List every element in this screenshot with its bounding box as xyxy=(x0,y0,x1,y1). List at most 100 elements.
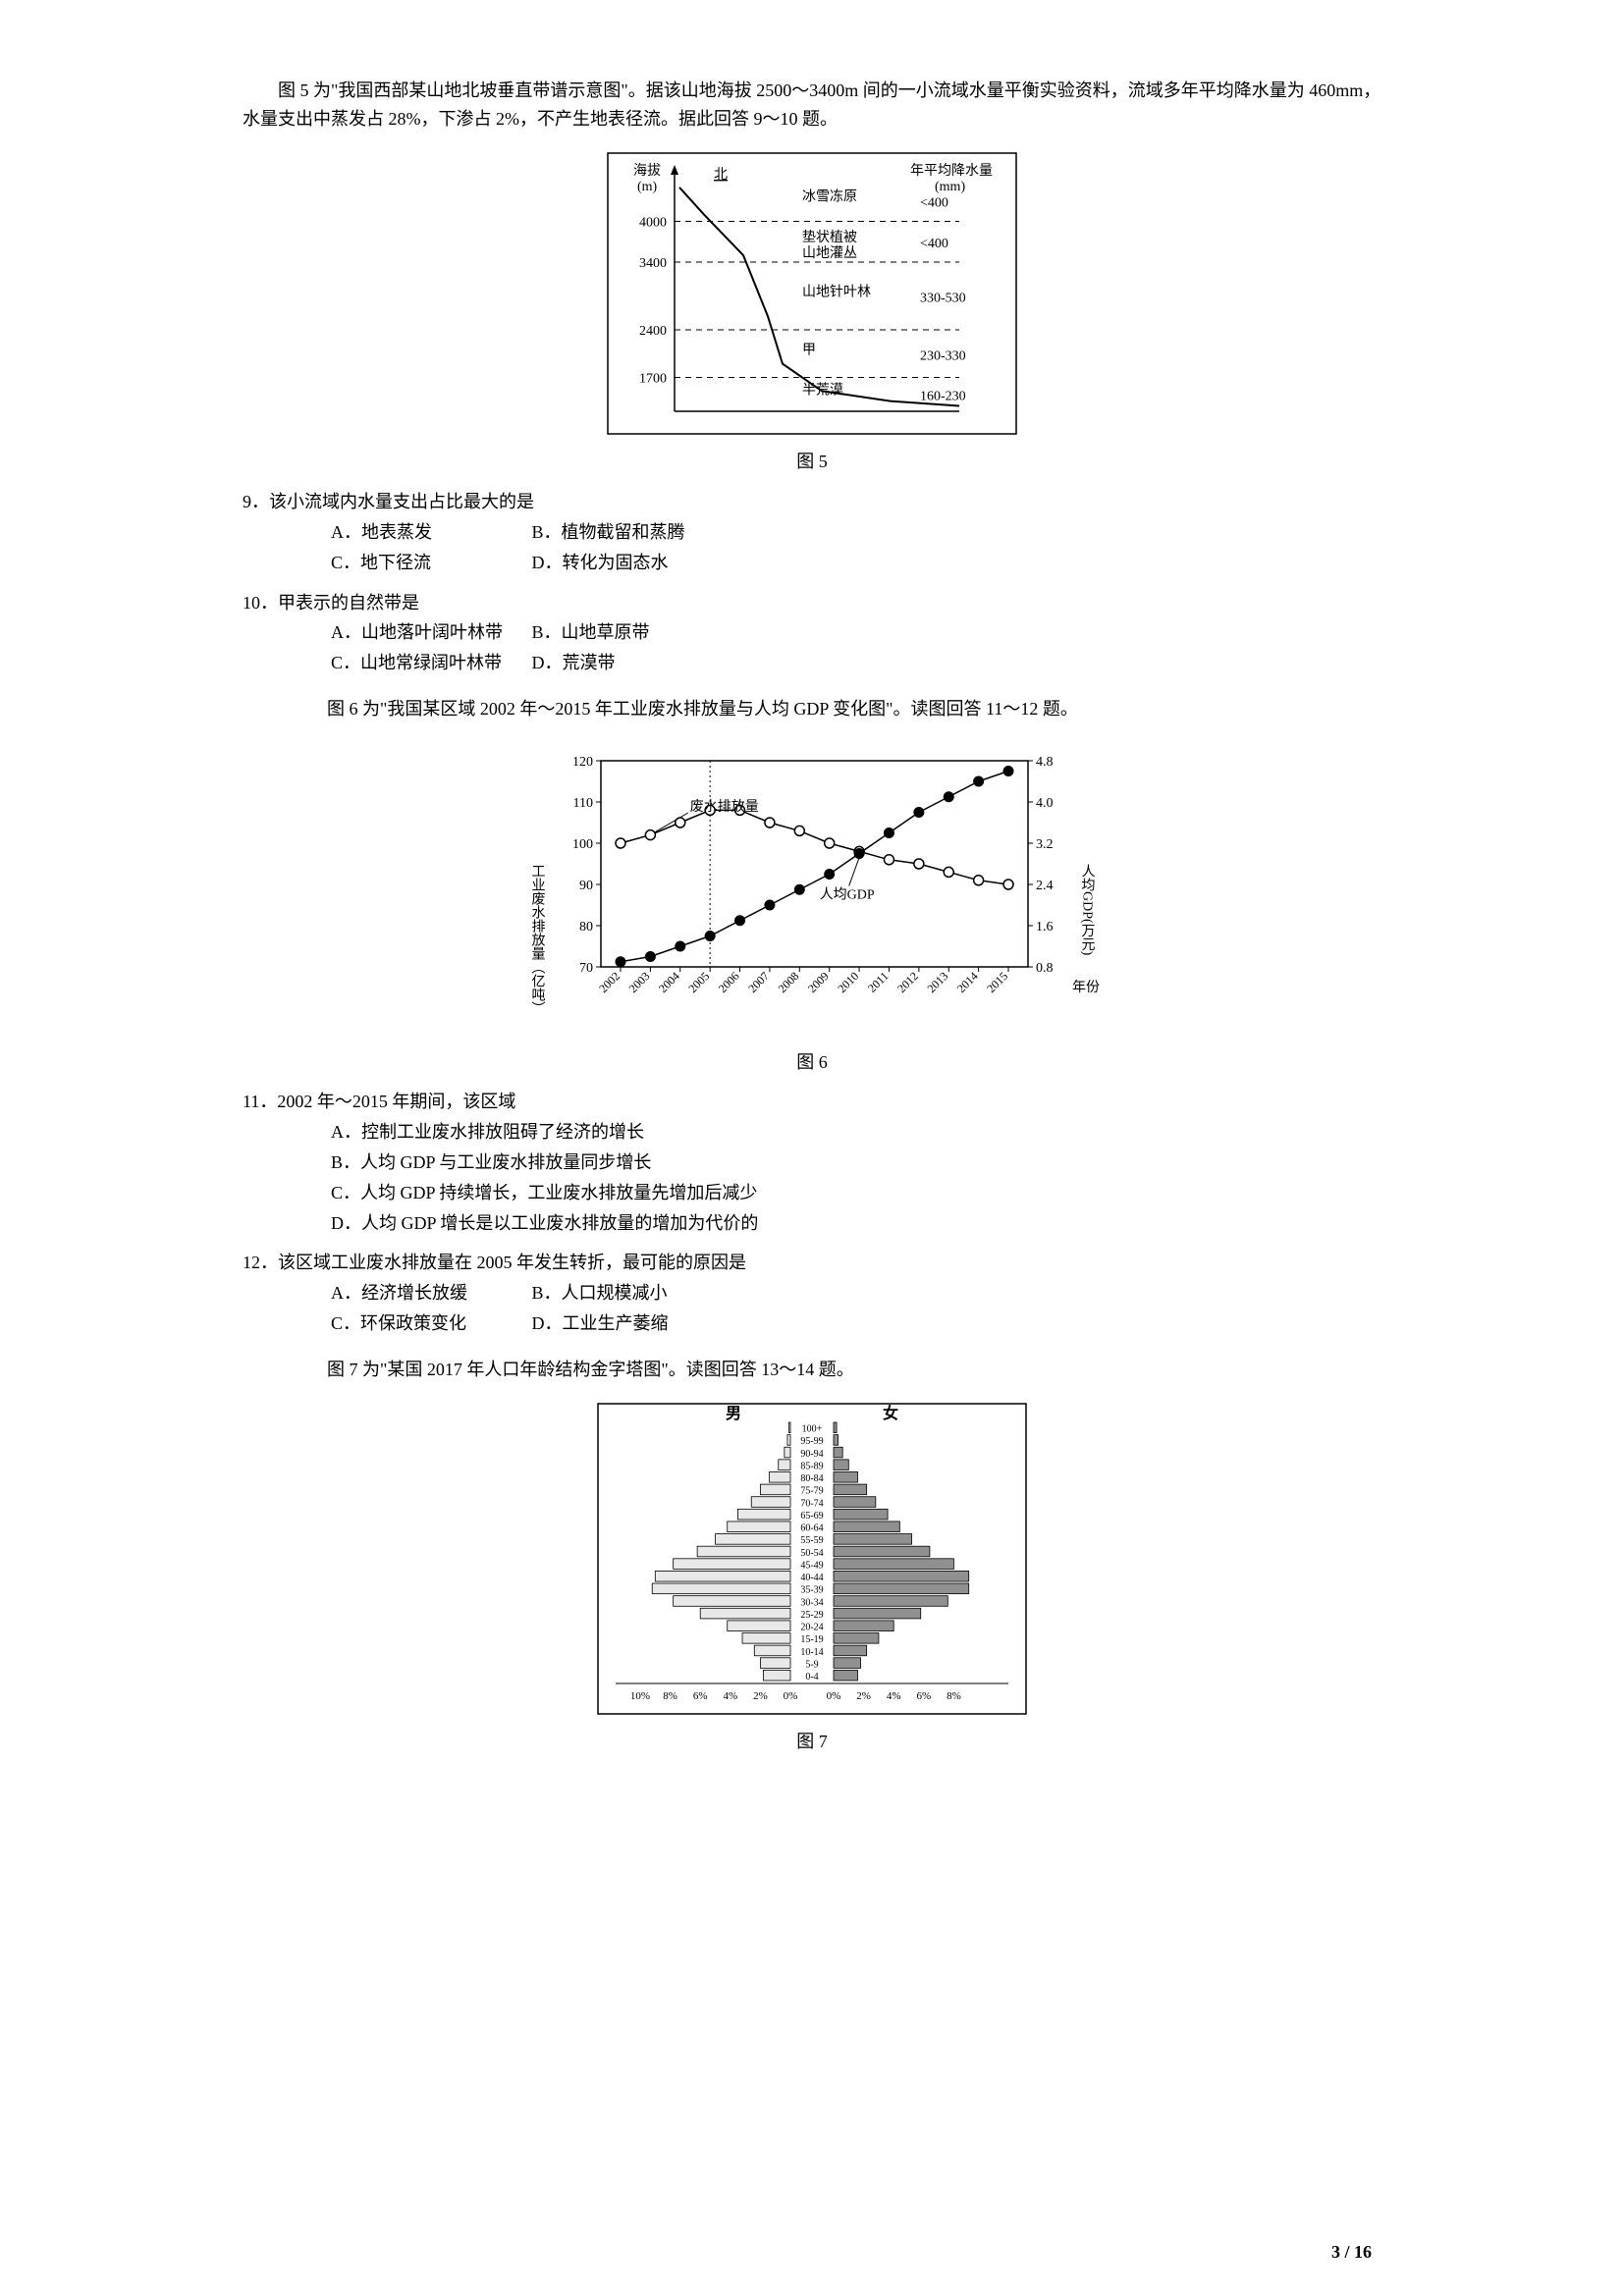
svg-text:2012: 2012 xyxy=(894,969,921,995)
q12-text: 12．该区域工业废水排放量在 2005 年发生转折，最可能的原因是 xyxy=(243,1253,746,1272)
svg-text:3400: 3400 xyxy=(639,256,667,271)
svg-text:2400: 2400 xyxy=(639,324,667,339)
svg-text:15-19: 15-19 xyxy=(800,1634,823,1645)
svg-text:0%: 0% xyxy=(784,1690,798,1702)
svg-text:10%: 10% xyxy=(630,1690,650,1702)
svg-text:2010: 2010 xyxy=(835,969,861,995)
svg-text:(mm): (mm) xyxy=(935,180,965,194)
svg-text:0%: 0% xyxy=(827,1690,841,1702)
q9-opt-d: D．转化为固态水 xyxy=(532,549,729,577)
svg-text:2015: 2015 xyxy=(984,969,1010,995)
svg-text:4%: 4% xyxy=(887,1690,901,1702)
svg-text:甲: 甲 xyxy=(802,343,816,357)
q9-opt-a: A．地表蒸发 xyxy=(331,518,527,547)
q11-opt-d: D．人均 GDP 增长是以工业废水排放量的增加为代价的 xyxy=(331,1213,758,1233)
svg-text:2004: 2004 xyxy=(656,969,682,995)
svg-text:年平均降水量: 年平均降水量 xyxy=(910,163,993,179)
svg-text:70: 70 xyxy=(579,961,593,976)
svg-text:3.2: 3.2 xyxy=(1036,837,1054,852)
svg-text:50-54: 50-54 xyxy=(800,1547,823,1558)
svg-text:65-69: 65-69 xyxy=(800,1510,823,1521)
svg-text:4%: 4% xyxy=(723,1690,737,1702)
intro-fig7: 图 7 为"某国 2017 年人口年龄结构金字塔图"。读图回答 13～14 题。 xyxy=(292,1356,1381,1384)
svg-text:0-4: 0-4 xyxy=(805,1672,818,1682)
svg-text:20-24: 20-24 xyxy=(800,1622,823,1632)
q10-opt-a: A．山地落叶阔叶林带 xyxy=(331,618,527,647)
svg-text:人均GDP: 人均GDP xyxy=(820,886,875,902)
intro-fig5: 图 5 为"我国西部某山地北坡垂直带谱示意图"。据该山地海拔 2500～3400… xyxy=(243,77,1381,133)
svg-text:90-94: 90-94 xyxy=(800,1448,823,1459)
svg-text:35-39: 35-39 xyxy=(800,1584,823,1595)
question-12: 12．该区域工业废水排放量在 2005 年发生转折，最可能的原因是 A．经济增长… xyxy=(243,1249,1381,1337)
svg-text:海拔: 海拔 xyxy=(633,163,661,179)
page-number: 3 / 16 xyxy=(1331,2238,1372,2267)
q12-opt-b: B．人口规模减小 xyxy=(532,1279,729,1308)
q11-opt-a: A．控制工业废水排放阻碍了经济的增长 xyxy=(331,1122,644,1142)
svg-text:4.8: 4.8 xyxy=(1036,755,1054,770)
svg-text:55-59: 55-59 xyxy=(800,1535,823,1546)
svg-text:<400: <400 xyxy=(920,195,948,210)
figure-7: 男女100+95-9990-9485-8980-8475-7970-7465-6… xyxy=(596,1402,1028,1716)
figure-6-container: 7080901001101200.81.62.43.24.04.82002200… xyxy=(243,741,1381,1077)
svg-text:80-84: 80-84 xyxy=(800,1473,823,1484)
svg-text:8%: 8% xyxy=(947,1690,961,1702)
svg-text:80: 80 xyxy=(579,920,593,934)
svg-text:北: 北 xyxy=(714,167,728,183)
svg-text:6%: 6% xyxy=(693,1690,708,1702)
svg-text:4000: 4000 xyxy=(639,215,667,230)
svg-text:4.0: 4.0 xyxy=(1036,796,1054,811)
svg-text:45-49: 45-49 xyxy=(800,1560,823,1571)
svg-text:60-64: 60-64 xyxy=(800,1522,823,1533)
svg-text:40-44: 40-44 xyxy=(800,1573,823,1583)
svg-text:垫状植被: 垫状植被 xyxy=(802,230,857,245)
svg-text:2003: 2003 xyxy=(626,969,653,995)
svg-text:1.6: 1.6 xyxy=(1036,920,1054,934)
q12-opt-a: A．经济增长放缓 xyxy=(331,1279,527,1308)
question-9: 9．该小流域内水量支出占比最大的是 A．地表蒸发 B．植物截留和蒸腾 C．地下径… xyxy=(243,488,1381,576)
figure-5-caption: 图 5 xyxy=(243,448,1381,476)
svg-text:75-79: 75-79 xyxy=(800,1485,823,1496)
svg-text:2.4: 2.4 xyxy=(1036,879,1054,893)
svg-text:2007: 2007 xyxy=(745,969,772,995)
question-10: 10．甲表示的自然带是 A．山地落叶阔叶林带 B．山地草原带 C．山地常绿阔叶林… xyxy=(243,589,1381,677)
svg-text:230-330: 230-330 xyxy=(920,348,966,363)
svg-text:70-74: 70-74 xyxy=(800,1498,823,1509)
q10-opt-b: B．山地草原带 xyxy=(532,618,729,647)
q11-opt-c: C．人均 GDP 持续增长，工业废水排放量先增加后减少 xyxy=(331,1183,757,1202)
svg-text:95-99: 95-99 xyxy=(800,1436,823,1447)
svg-text:2%: 2% xyxy=(856,1690,871,1702)
svg-text:25-29: 25-29 xyxy=(800,1609,823,1620)
q11-text: 11．2002 年～2015 年期间，该区域 xyxy=(243,1092,515,1111)
svg-text:90: 90 xyxy=(579,879,593,893)
q10-text: 10．甲表示的自然带是 xyxy=(243,593,419,613)
svg-text:2013: 2013 xyxy=(924,969,950,995)
svg-text:5-9: 5-9 xyxy=(805,1659,818,1670)
svg-text:110: 110 xyxy=(573,796,593,811)
q10-opt-d: D．荒漠带 xyxy=(532,649,729,677)
svg-text:人均GDP(万元): 人均GDP(万元) xyxy=(1080,864,1096,956)
svg-text:山地针叶林: 山地针叶林 xyxy=(802,284,871,299)
svg-text:废水排放量: 废水排放量 xyxy=(690,799,759,815)
svg-text:100+: 100+ xyxy=(802,1423,823,1434)
svg-text:半荒漠: 半荒漠 xyxy=(802,382,843,398)
svg-text:年份: 年份 xyxy=(1072,980,1100,995)
q9-text: 9．该小流域内水量支出占比最大的是 xyxy=(243,492,534,511)
q11-opt-b: B．人均 GDP 与工业废水排放量同步增长 xyxy=(331,1152,651,1172)
svg-text:冰雪冻原: 冰雪冻原 xyxy=(802,187,857,204)
q12-opt-d: D．工业生产萎缩 xyxy=(532,1309,729,1338)
svg-text:2011: 2011 xyxy=(865,969,892,995)
figure-6-caption: 图 6 xyxy=(243,1048,1381,1077)
figure-6: 7080901001101200.81.62.43.24.04.82002200… xyxy=(508,741,1116,1036)
svg-text:330-530: 330-530 xyxy=(920,291,966,305)
q12-opt-c: C．环保政策变化 xyxy=(331,1309,527,1338)
intro-fig6: 图 6 为"我国某区域 2002 年～2015 年工业废水排放量与人均 GDP … xyxy=(292,695,1381,723)
svg-text:6%: 6% xyxy=(916,1690,931,1702)
svg-text:2014: 2014 xyxy=(954,969,981,995)
svg-text:8%: 8% xyxy=(663,1690,677,1702)
svg-text:(m): (m) xyxy=(637,180,658,194)
q9-opt-c: C．地下径流 xyxy=(331,549,527,577)
svg-text:女: 女 xyxy=(883,1404,898,1422)
svg-text:2%: 2% xyxy=(753,1690,768,1702)
figure-5-container: 海拔(m)北年平均降水量(mm)4000340024001700冰雪冻原<400… xyxy=(243,151,1381,477)
svg-text:30-34: 30-34 xyxy=(800,1597,823,1608)
